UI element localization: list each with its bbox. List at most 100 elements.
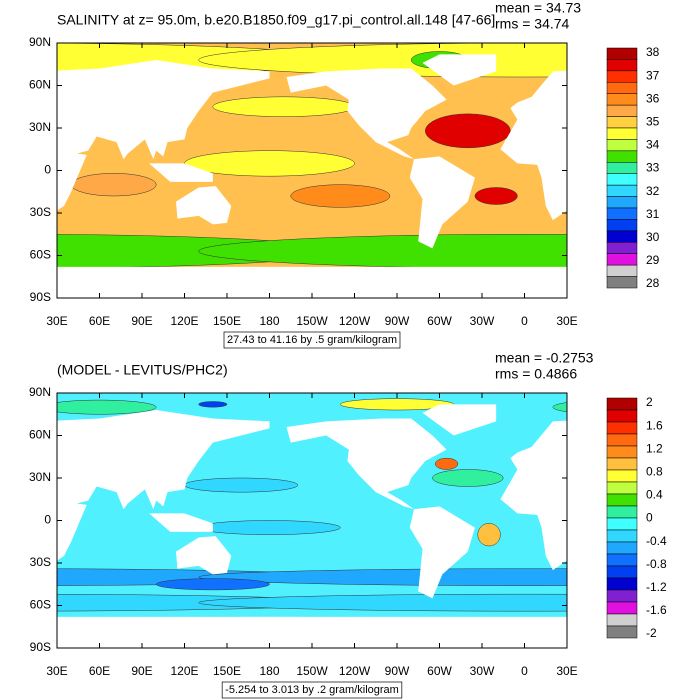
colorbar-box: [606, 116, 638, 129]
land: [422, 404, 497, 436]
colorbar-box: [606, 219, 638, 232]
field-region: [474, 187, 518, 205]
lon-label: 60E: [89, 314, 110, 328]
colorbar-label: -1.6: [646, 603, 667, 617]
lon-label: 90E: [131, 664, 152, 678]
lon-label: 30E: [46, 664, 67, 678]
field-region: [198, 520, 341, 535]
lon-label: 90E: [131, 314, 152, 328]
lat-label: 30N: [29, 470, 51, 484]
land: [241, 266, 567, 298]
land: [422, 54, 497, 86]
colorbar-box: [606, 493, 638, 507]
colorbar-box: [606, 184, 638, 197]
colorbar-label: 35: [646, 114, 660, 128]
lon-label: 150W: [296, 314, 328, 328]
field-region: [198, 568, 567, 586]
field-region: [184, 477, 299, 493]
contour-info-box: [221, 681, 403, 699]
land: [409, 506, 475, 599]
colorbar-label: -1.2: [646, 580, 667, 594]
colorbar-box: [606, 445, 638, 459]
lon-label: 120W: [339, 314, 371, 328]
colorbar-box: [606, 433, 638, 447]
field-region: [695, 478, 700, 492]
rms-label: rms = 0.4866: [495, 366, 577, 382]
lon-label: 30W: [470, 664, 495, 678]
field-region: [155, 578, 270, 591]
field-region: [432, 469, 504, 487]
land: [286, 68, 447, 160]
colorbar-box: [606, 613, 638, 627]
colorbar-box: [606, 589, 638, 603]
lon-label: 150W: [296, 664, 328, 678]
land: [659, 513, 700, 531]
colorbar-label: 1.6: [646, 418, 663, 432]
field-region: [70, 173, 157, 197]
land: [686, 536, 700, 574]
field-region: [57, 399, 157, 415]
colorbar-box: [606, 162, 638, 174]
lat-label: 90S: [30, 640, 51, 654]
mean-label: mean = 34.73: [495, 0, 581, 16]
mean-label: mean = -0.2753: [495, 350, 594, 366]
colorbar-box: [606, 207, 638, 220]
colorbar-box: [606, 150, 638, 163]
colorbar-label: 31: [646, 207, 660, 221]
lat-label: 30S: [30, 555, 51, 569]
colorbar-box: [606, 242, 638, 254]
colorbar-label: -0.4: [646, 534, 667, 548]
land: [241, 616, 567, 648]
colorbar-box: [606, 47, 638, 60]
lat-label: 0: [44, 513, 51, 527]
land: [57, 410, 270, 561]
colorbar-label: 37: [646, 68, 660, 82]
colorbar-box: [606, 517, 638, 531]
land: [57, 266, 298, 298]
colorbar-box: [606, 139, 638, 152]
lat-label: 60N: [29, 428, 51, 442]
contour-info: 27.43 to 41.16 by .5 gram/kilogram: [227, 334, 397, 346]
colorbar-box: [606, 59, 638, 72]
colorbar-label: 0.4: [646, 488, 663, 502]
colorbar-box: [606, 409, 638, 423]
colorbar-box: [606, 196, 638, 209]
land: [500, 70, 567, 221]
field-region: [425, 113, 511, 149]
colorbar-label: 29: [646, 253, 660, 267]
lon-label: 120E: [170, 664, 198, 678]
lon-label: 30E: [556, 664, 577, 678]
field-region: [552, 402, 567, 413]
lat-label: 60S: [30, 248, 51, 262]
land: [500, 420, 567, 571]
colorbar-box: [606, 276, 638, 289]
colorbar-box: [606, 625, 638, 639]
lon-label: 120W: [339, 664, 371, 678]
land: [57, 60, 270, 211]
land: [176, 536, 232, 575]
field-region: [477, 523, 501, 547]
colorbar-label: -0.8: [646, 557, 667, 571]
map: [57, 393, 700, 648]
colorbar-box: [606, 173, 638, 186]
colorbar-box: [606, 253, 638, 266]
colorbar-box: [606, 541, 638, 555]
colorbar-box: [606, 93, 638, 106]
colorbar-box: [606, 481, 638, 495]
colorbar-label: 32: [646, 184, 660, 198]
colorbar-box: [606, 553, 638, 567]
contour-info-box: [223, 331, 401, 349]
colorbar-label: 2: [646, 395, 653, 409]
colorbar-label: 1.2: [646, 441, 663, 455]
panel-title: (MODEL - LEVITUS/PHC2): [57, 362, 228, 378]
lon-label: 120E: [170, 314, 198, 328]
colorbar-box: [606, 104, 638, 117]
field-region: [198, 593, 567, 612]
rms-label: rms = 34.74: [495, 16, 570, 32]
colorbar-label: 33: [646, 161, 660, 175]
colorbar-label: 38: [646, 45, 660, 59]
lon-label: 150E: [213, 664, 241, 678]
colorbar-label: 34: [646, 138, 660, 152]
lon-label: 150E: [213, 314, 241, 328]
